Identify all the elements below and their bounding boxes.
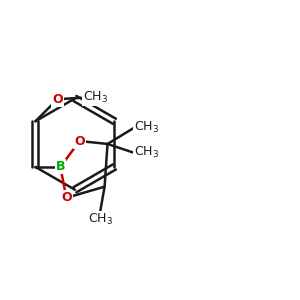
Text: O: O	[52, 93, 63, 106]
Text: CH$_3$: CH$_3$	[134, 145, 159, 160]
Text: CH$_3$: CH$_3$	[134, 120, 159, 135]
Text: CH$_3$: CH$_3$	[82, 90, 108, 105]
Text: O: O	[61, 191, 72, 204]
Text: O: O	[74, 134, 85, 148]
Text: B: B	[56, 160, 65, 173]
Text: CH$_3$: CH$_3$	[88, 212, 113, 227]
